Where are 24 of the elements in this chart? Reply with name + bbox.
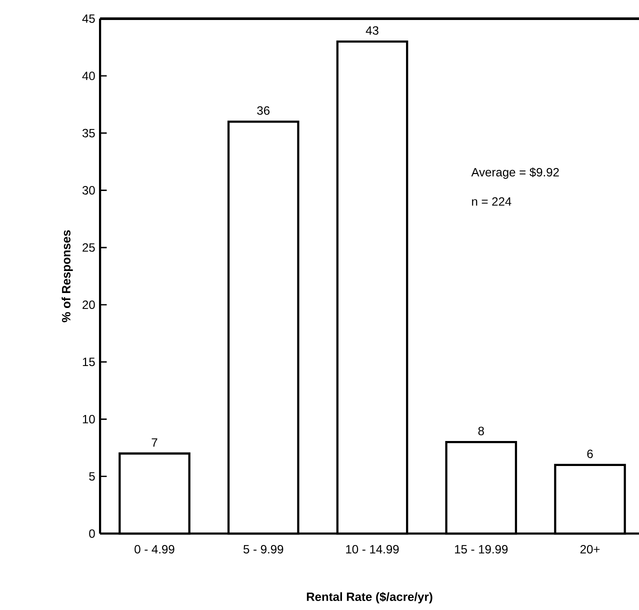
x-tick-label: 5 - 9.99 [244,545,284,554]
x-tick-label: 0 - 4.99 [134,545,174,554]
y-tick-label: 45 [82,14,95,24]
data-label: 6 [587,450,593,458]
y-tick-label: 20 [82,300,95,310]
y-tick-label: 15 [82,358,95,366]
y-tick-label: 5 [89,472,95,481]
y-tick-label: 25 [82,243,95,252]
data-label: 43 [366,26,378,35]
data-label: 7 [152,438,158,447]
data-label: 36 [257,106,270,115]
data-label: 8 [478,426,484,436]
y-axis-title: % of Responses [62,230,73,322]
y-tick-label: 35 [82,129,95,138]
x-tick-label: 10 - 14.99 [346,545,399,554]
x-tick-label: 15 - 19.99 [455,545,508,554]
annotation: n = 224 [472,197,512,206]
annotation: Average = $9.92 [471,168,559,180]
x-tick-label: 20+ [580,545,600,554]
x-axis-title: Rental Rate ($/acre/yr) [306,592,432,604]
y-tick-label: 40 [82,72,95,80]
y-tick-label: 10 [82,415,95,424]
y-tick-label: 0 [89,530,95,538]
y-tick-label: 30 [82,186,95,195]
